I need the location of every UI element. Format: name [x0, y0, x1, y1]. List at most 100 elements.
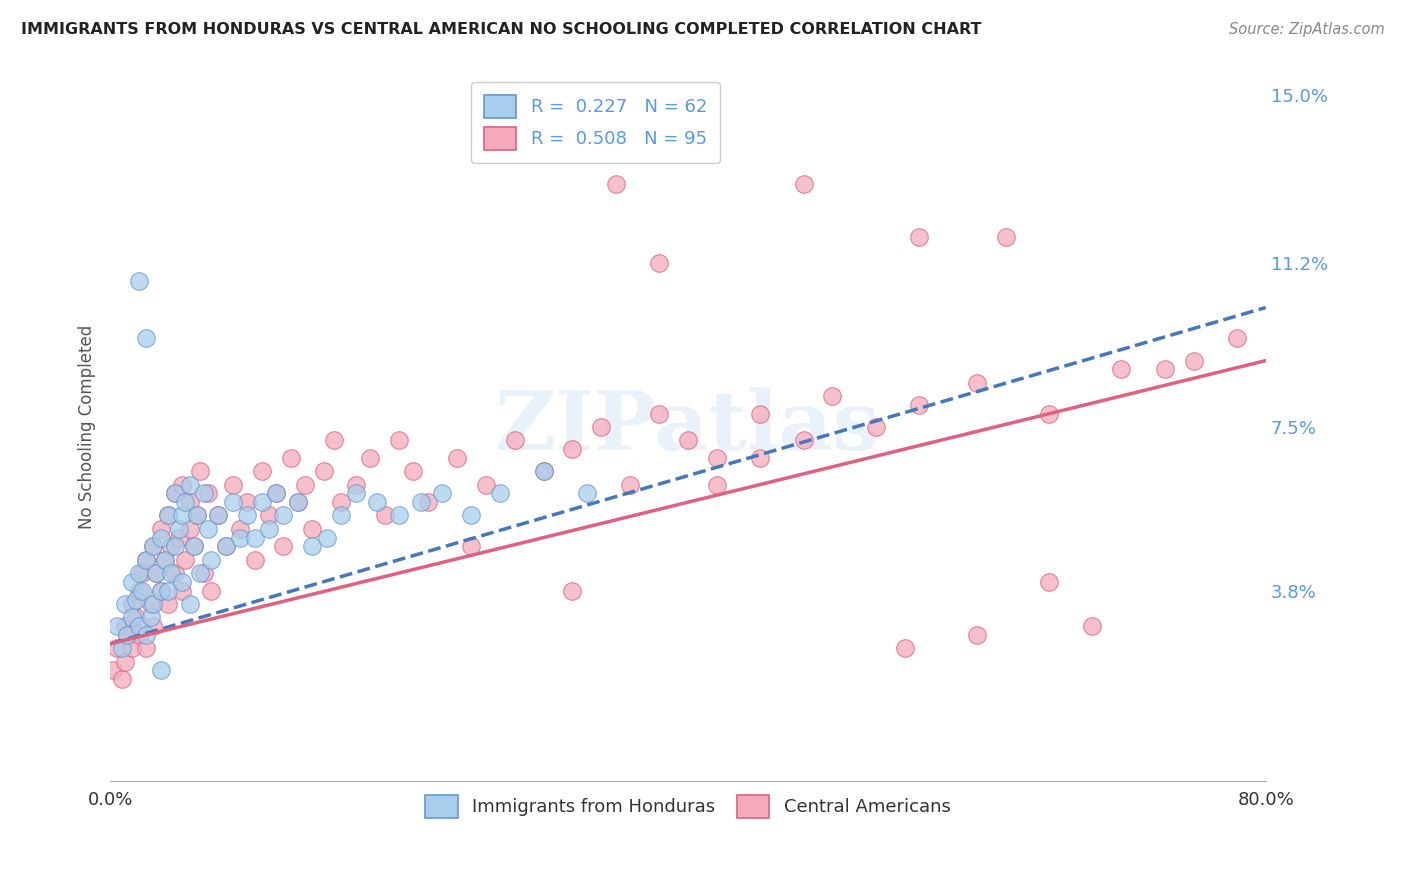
- Point: [792, 177, 814, 191]
- Point: [125, 592, 148, 607]
- Point: [749, 407, 772, 421]
- Point: [257, 522, 280, 536]
- Point: [156, 508, 179, 523]
- Text: ZIPatlas: ZIPatlas: [495, 387, 880, 467]
- Point: [165, 566, 187, 580]
- Point: [222, 477, 245, 491]
- Point: [229, 531, 252, 545]
- Point: [706, 477, 728, 491]
- Point: [156, 508, 179, 523]
- Point: [165, 540, 187, 554]
- Point: [648, 407, 671, 421]
- Point: [179, 495, 201, 509]
- Point: [111, 641, 134, 656]
- Point: [301, 540, 323, 554]
- Point: [135, 553, 157, 567]
- Point: [128, 628, 150, 642]
- Point: [330, 495, 353, 509]
- Point: [257, 508, 280, 523]
- Point: [169, 522, 191, 536]
- Point: [145, 566, 167, 580]
- Point: [706, 450, 728, 465]
- Point: [1038, 574, 1060, 589]
- Point: [125, 610, 148, 624]
- Point: [135, 331, 157, 345]
- Point: [117, 628, 139, 642]
- Point: [908, 398, 931, 412]
- Point: [159, 540, 181, 554]
- Point: [294, 477, 316, 491]
- Point: [366, 495, 388, 509]
- Point: [1226, 331, 1249, 345]
- Point: [172, 574, 194, 589]
- Point: [121, 574, 143, 589]
- Y-axis label: No Schooling Completed: No Schooling Completed: [79, 325, 96, 529]
- Point: [591, 420, 613, 434]
- Point: [179, 522, 201, 536]
- Point: [215, 540, 238, 554]
- Point: [121, 597, 143, 611]
- Point: [994, 229, 1017, 244]
- Point: [156, 597, 179, 611]
- Point: [908, 229, 931, 244]
- Point: [114, 655, 136, 669]
- Point: [149, 522, 172, 536]
- Point: [243, 531, 266, 545]
- Point: [188, 464, 211, 478]
- Point: [301, 522, 323, 536]
- Point: [156, 583, 179, 598]
- Point: [200, 553, 222, 567]
- Point: [1182, 353, 1205, 368]
- Point: [966, 628, 988, 642]
- Point: [374, 508, 396, 523]
- Point: [128, 274, 150, 288]
- Point: [388, 508, 411, 523]
- Point: [575, 486, 598, 500]
- Point: [605, 177, 627, 191]
- Point: [865, 420, 887, 434]
- Point: [344, 477, 367, 491]
- Point: [145, 566, 167, 580]
- Point: [131, 583, 153, 598]
- Point: [749, 450, 772, 465]
- Point: [388, 434, 411, 448]
- Point: [1081, 619, 1104, 633]
- Point: [676, 434, 699, 448]
- Point: [287, 495, 309, 509]
- Point: [330, 508, 353, 523]
- Point: [165, 486, 187, 500]
- Point: [179, 597, 201, 611]
- Point: [533, 464, 555, 478]
- Point: [165, 486, 187, 500]
- Point: [149, 583, 172, 598]
- Text: Source: ZipAtlas.com: Source: ZipAtlas.com: [1229, 22, 1385, 37]
- Point: [287, 495, 309, 509]
- Point: [135, 641, 157, 656]
- Point: [264, 486, 287, 500]
- Point: [561, 583, 583, 598]
- Point: [561, 442, 583, 456]
- Point: [139, 597, 162, 611]
- Point: [250, 464, 273, 478]
- Point: [153, 553, 176, 567]
- Point: [117, 628, 139, 642]
- Point: [188, 566, 211, 580]
- Point: [222, 495, 245, 509]
- Point: [1038, 407, 1060, 421]
- Point: [1153, 362, 1175, 376]
- Point: [111, 672, 134, 686]
- Point: [229, 522, 252, 536]
- Point: [142, 619, 165, 633]
- Point: [893, 641, 915, 656]
- Point: [215, 540, 238, 554]
- Point: [821, 389, 844, 403]
- Point: [101, 664, 124, 678]
- Point: [236, 495, 259, 509]
- Point: [172, 508, 194, 523]
- Point: [200, 583, 222, 598]
- Point: [128, 566, 150, 580]
- Point: [236, 508, 259, 523]
- Point: [121, 610, 143, 624]
- Point: [174, 553, 197, 567]
- Point: [243, 553, 266, 567]
